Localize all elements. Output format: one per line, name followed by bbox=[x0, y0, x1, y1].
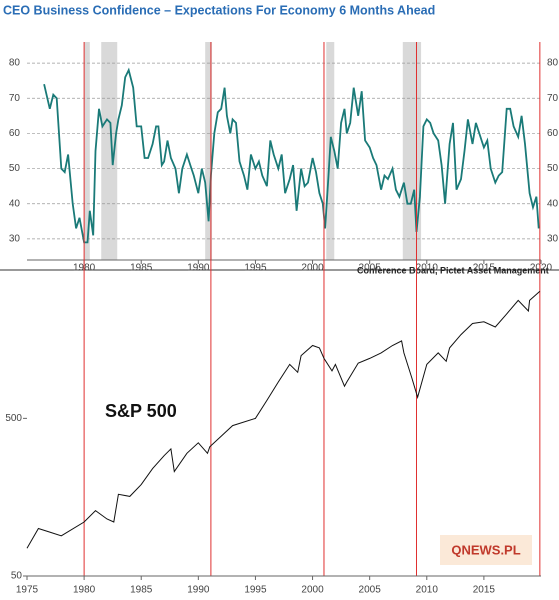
y2-tick-label: 70 bbox=[547, 93, 559, 104]
source-note: Conference Board, Pictet Asset Managemen… bbox=[357, 265, 549, 275]
y2-tick-label: 40 bbox=[547, 198, 559, 209]
y-tick-label: 80 bbox=[9, 58, 21, 69]
x-tick-label: 2015 bbox=[473, 263, 496, 274]
y-tick-label: 30 bbox=[9, 234, 21, 245]
y2-tick-label: 80 bbox=[547, 58, 559, 69]
x-tick-label: 1990 bbox=[187, 585, 210, 596]
shaded-period bbox=[84, 42, 90, 260]
y-tick-label: 70 bbox=[9, 93, 21, 104]
x-tick-label: 1985 bbox=[130, 585, 153, 596]
x-tick-label: 2010 bbox=[416, 585, 439, 596]
y-tick-label: 60 bbox=[9, 128, 21, 139]
x-tick-label: 1995 bbox=[244, 585, 267, 596]
logo: QNEWS.PL bbox=[451, 542, 520, 557]
y-tick-label: 50 bbox=[11, 571, 23, 582]
series-line bbox=[43, 67, 540, 244]
shaded-period bbox=[205, 42, 213, 260]
y-tick-label: 40 bbox=[9, 198, 21, 209]
x-tick-label: 2010 bbox=[416, 263, 439, 274]
x-tick-label: 2000 bbox=[301, 585, 324, 596]
chart-title: CEO Business Confidence – Expectations F… bbox=[3, 3, 435, 17]
x-tick-label: 1985 bbox=[130, 263, 153, 274]
x-tick-label: 1980 bbox=[73, 585, 96, 596]
x-tick-label: 1990 bbox=[187, 263, 210, 274]
series-label: S&P 500 bbox=[105, 401, 177, 421]
y2-tick-label: 50 bbox=[547, 163, 559, 174]
x-tick-label: 2005 bbox=[359, 263, 382, 274]
y-tick-label: 500 bbox=[5, 413, 22, 424]
shaded-period bbox=[402, 42, 422, 260]
x-tick-label: 2000 bbox=[301, 263, 324, 274]
y2-tick-label: 30 bbox=[547, 234, 559, 245]
x-tick-label: 1995 bbox=[244, 263, 267, 274]
x-tick-label: 2005 bbox=[359, 585, 382, 596]
x-tick-label: 2015 bbox=[473, 585, 496, 596]
logo-box bbox=[440, 535, 532, 565]
y-tick-label: 50 bbox=[9, 163, 21, 174]
x-tick-label: 2020 bbox=[530, 263, 553, 274]
shaded-period bbox=[101, 42, 118, 260]
y2-tick-label: 60 bbox=[547, 128, 559, 139]
series-line bbox=[26, 290, 541, 549]
x-tick-label: 1975 bbox=[16, 585, 39, 596]
